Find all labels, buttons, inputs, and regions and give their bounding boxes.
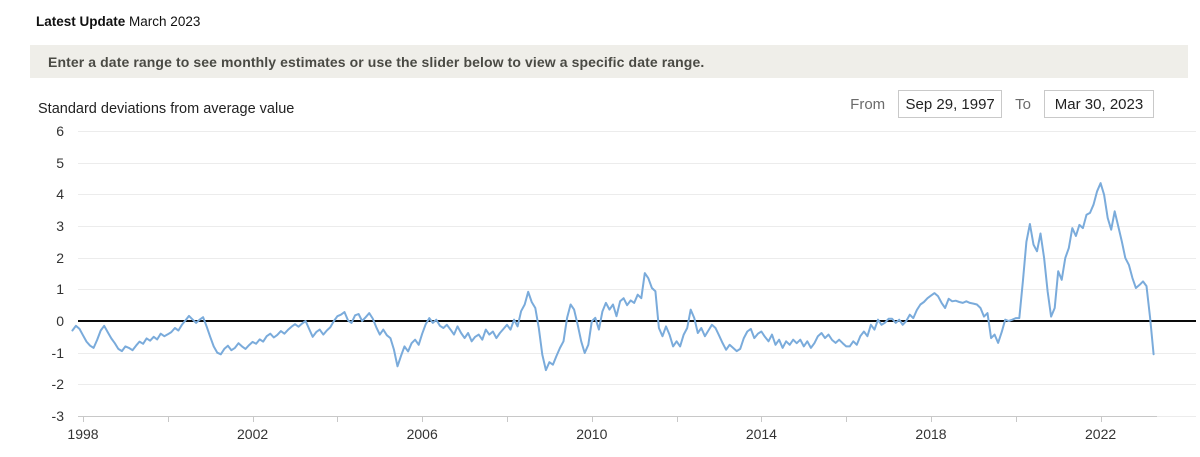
x-axis-label: 2022 xyxy=(1085,426,1117,443)
zero-line xyxy=(78,320,1196,322)
x-axis-label: 2010 xyxy=(576,426,608,443)
x-axis-tick xyxy=(168,416,169,423)
x-axis-tick xyxy=(422,416,423,423)
x-axis-tick xyxy=(337,416,338,423)
y-axis-label: 5 xyxy=(56,154,64,171)
x-axis-tick xyxy=(507,416,508,423)
series-polyline xyxy=(71,182,1155,372)
y-gridline xyxy=(78,130,1196,132)
y-gridline xyxy=(78,384,1196,386)
x-axis-tick xyxy=(253,416,254,423)
series-line xyxy=(71,182,1155,372)
instruction-bar: Enter a date range to see monthly estima… xyxy=(30,45,1188,78)
instruction-text: Enter a date range to see monthly estima… xyxy=(48,53,705,70)
y-gridline xyxy=(78,257,1196,259)
x-axis-tick xyxy=(677,416,678,423)
latest-update-value: March 2023 xyxy=(129,14,201,29)
x-axis-line xyxy=(78,416,1157,418)
x-axis-tick xyxy=(592,416,593,423)
x-axis-tick xyxy=(83,416,84,423)
x-axis-tick xyxy=(1016,416,1017,423)
y-gridline xyxy=(78,352,1196,354)
y-axis-label: -3 xyxy=(51,408,64,425)
latest-update-label: Latest Update xyxy=(36,14,126,29)
x-axis-label: 2018 xyxy=(915,426,947,443)
x-axis-tick xyxy=(931,416,932,423)
y-gridline xyxy=(78,194,1196,196)
y-gridline xyxy=(78,289,1196,291)
x-axis-label: 2002 xyxy=(237,426,269,443)
x-axis-label: 2006 xyxy=(406,426,438,443)
date-range-controls: From To xyxy=(850,90,1154,118)
from-label: From xyxy=(850,95,886,113)
chart-plot: 6 5 4 3 2 1 0 -1 -2 -3 1998 2002 2006 2010 2014 2018 202… xyxy=(0,115,1200,457)
x-axis-tick xyxy=(761,416,762,423)
x-axis-label: 2014 xyxy=(745,426,777,443)
y-axis-label: 0 xyxy=(56,313,64,329)
chart-title: Standard deviations from average value xyxy=(38,101,295,117)
y-axis-label: 2 xyxy=(56,249,64,266)
y-gridline xyxy=(78,162,1196,164)
y-axis-label: 1 xyxy=(56,281,64,298)
x-axis-tick xyxy=(846,416,847,423)
x-axis-label: 1998 xyxy=(67,426,99,443)
y-axis-label: -2 xyxy=(51,376,64,393)
x-axis-tick xyxy=(1101,416,1102,423)
y-axis-label: 3 xyxy=(56,217,64,234)
from-date-input[interactable] xyxy=(898,90,1003,118)
to-label: To xyxy=(1015,95,1031,113)
y-gridline xyxy=(78,225,1196,227)
y-axis-label: -1 xyxy=(51,344,64,361)
y-axis-label: 6 xyxy=(56,122,64,139)
y-axis-label: 4 xyxy=(56,186,64,203)
latest-update: Latest Update March 2023 xyxy=(36,14,200,29)
to-date-input[interactable] xyxy=(1044,90,1154,118)
